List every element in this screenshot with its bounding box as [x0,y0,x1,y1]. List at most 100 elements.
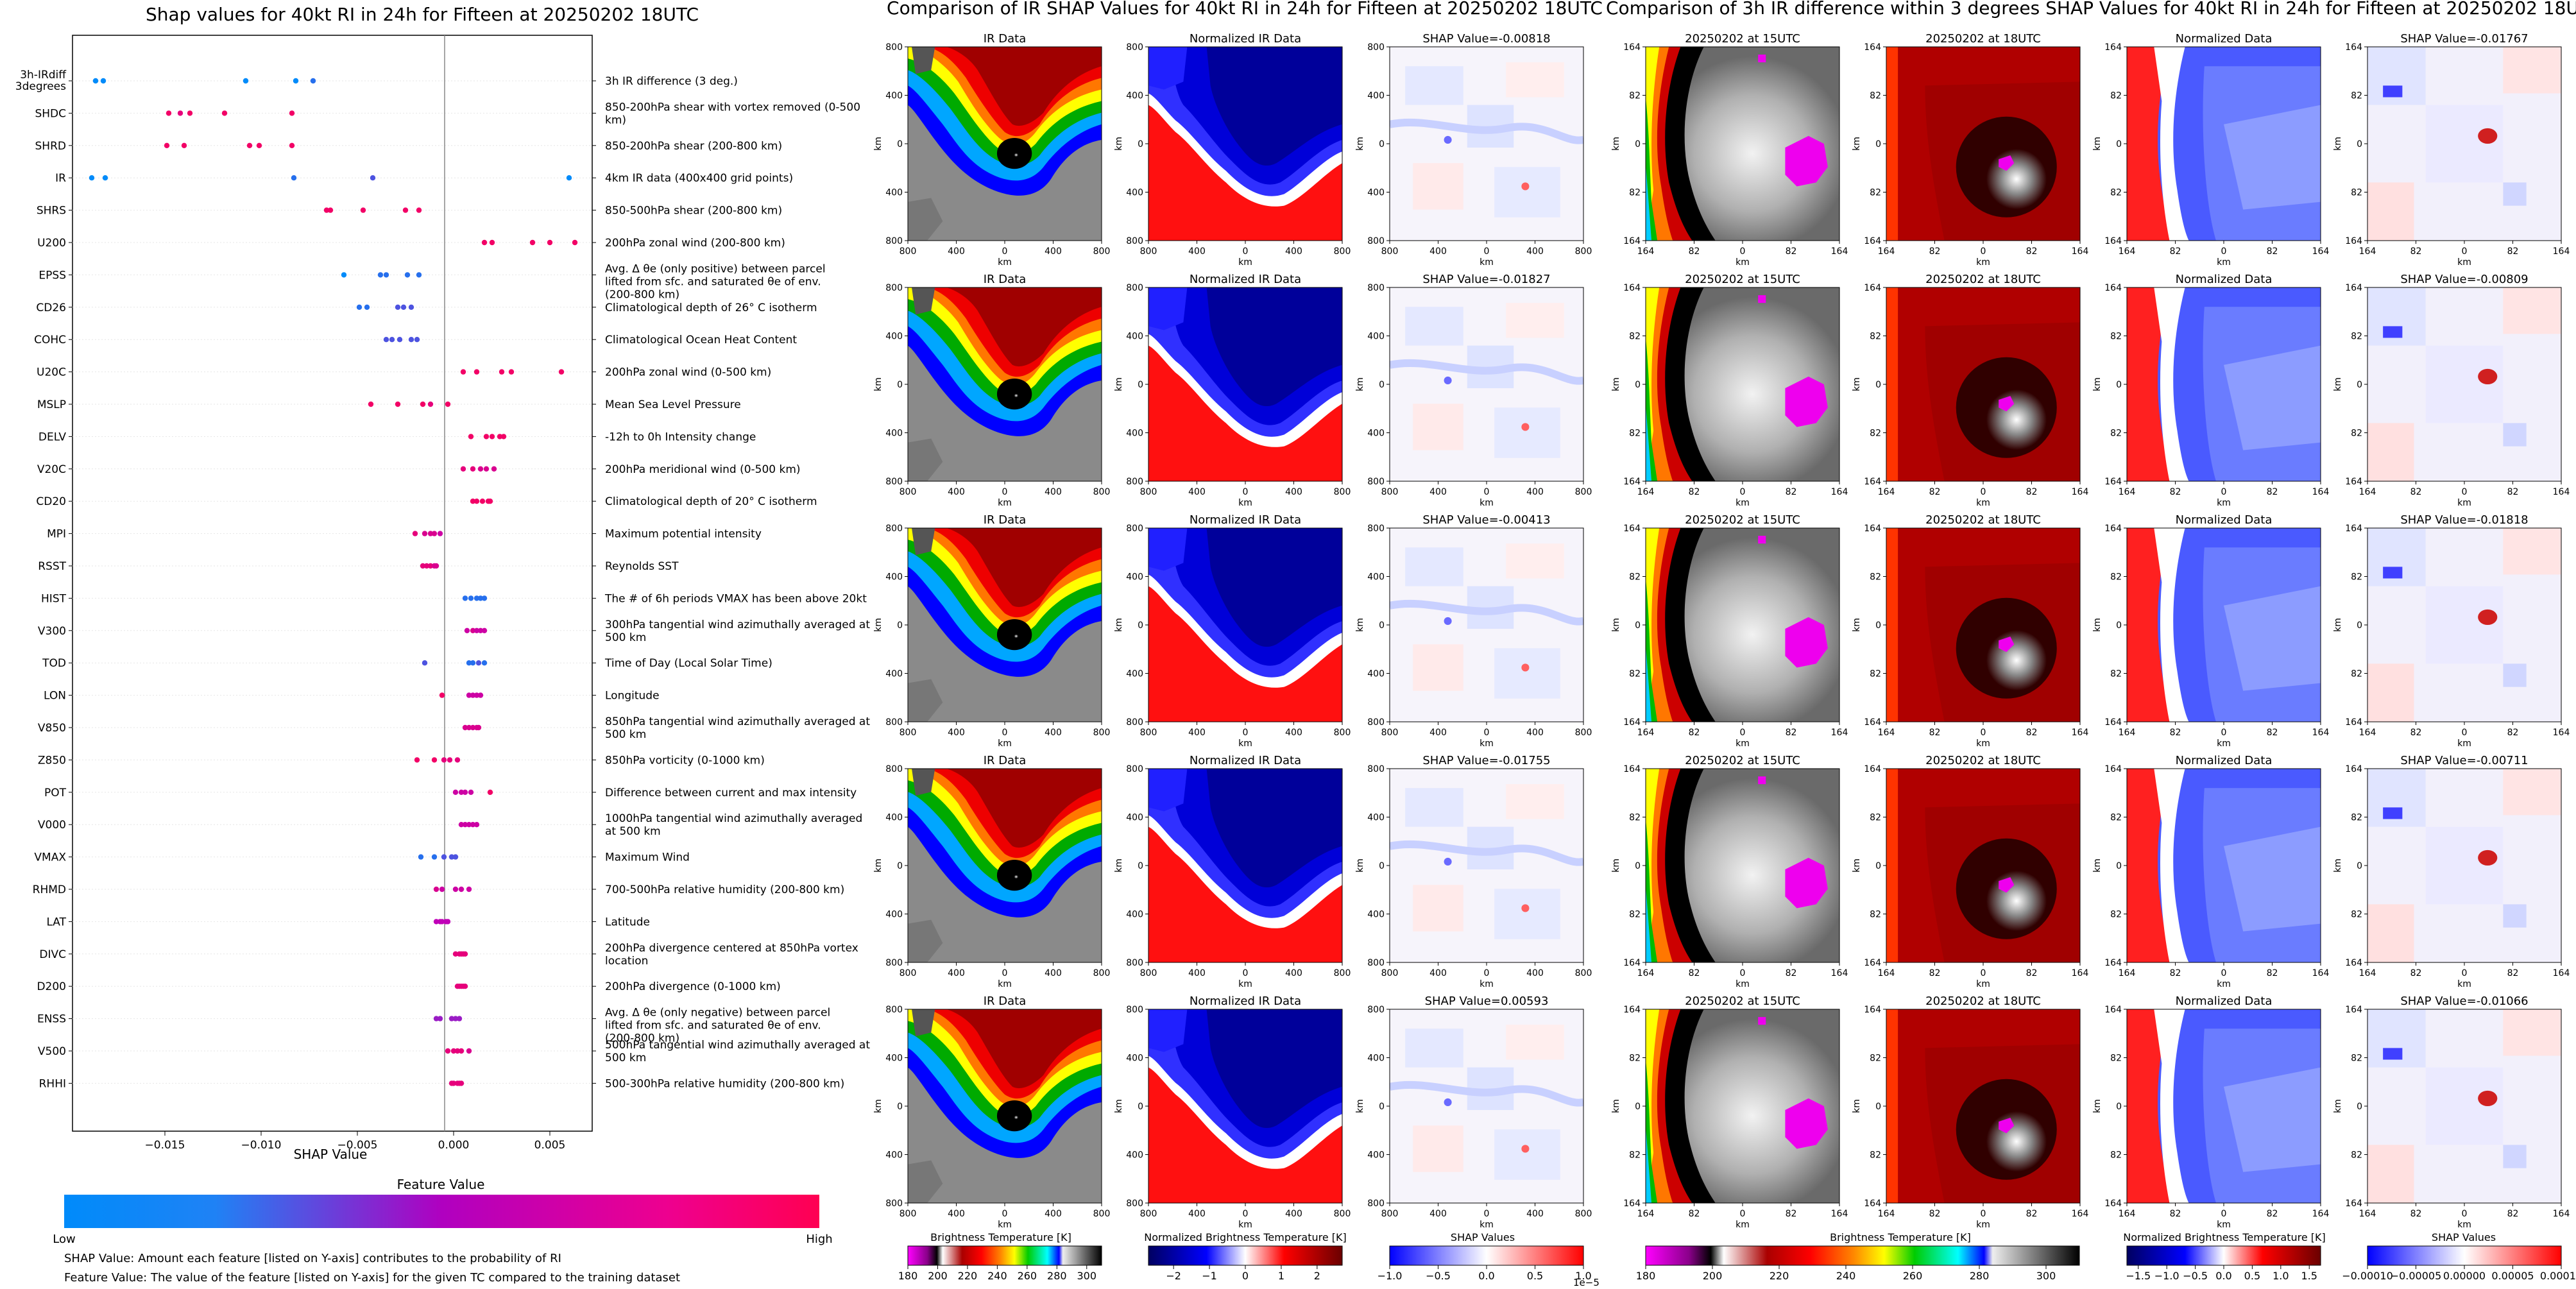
x-tick-label: 164 [1831,487,1848,497]
beeswarm-point [468,434,474,440]
y-axis-label: km [1852,137,1862,151]
panel-title: Normalized IR Data [1190,273,1301,286]
x-tick-label: 82 [2267,728,2278,738]
x-tick-label: 800 [1140,246,1157,257]
y-axis-label: km [1611,618,1621,632]
beeswarm-point [402,207,409,213]
beeswarm-point [427,531,434,536]
beeswarm-point [447,757,453,763]
ir-cb1 [907,1245,1102,1266]
x-tick-label: 400 [1429,728,1447,738]
beeswarm-point [466,886,472,892]
colorbar-tick-label: 1.0 [1575,1270,1591,1282]
x-axis-label: km [2457,979,2471,989]
x-tick-label: 0 [1243,246,1249,257]
y-tick-label: 82 [2351,572,2362,583]
ir-shap-panel: Comparison of IR SHAP Values for 40kt RI… [873,0,1603,1288]
y-tick-label: 82 [1629,91,1641,101]
feature-description: 200hPa meridional wind (0-500 km) [605,463,801,476]
beeswarm-point [462,984,468,989]
beeswarm-point [452,1016,459,1021]
x-tick-label: 0 [1740,246,1746,257]
beeswarm-point [427,563,434,569]
beeswarm-point [431,854,438,860]
y-axis-label: km [1114,1099,1124,1113]
feature-description: 1000hPa tangential wind azimuthally aver… [605,812,862,838]
beeswarm-point [368,401,374,407]
beeswarm-point [473,595,480,601]
feature-description: The # of 6h periods VMAX has been above … [604,592,867,605]
beeswarm-point [289,110,295,116]
x-axis-label: km [2457,738,2471,749]
y-tick-label: 164 [1864,958,1881,968]
beeswarm-point [468,789,474,796]
beeswarm-point [466,660,472,666]
y-tick-label: 0 [1138,380,1143,390]
colorbar-tick-label: 300 [2036,1270,2056,1282]
x-tick-label: 800 [1140,968,1157,978]
x-tick-label: 164 [2312,728,2330,738]
x-tick-label: 164 [1878,487,1895,497]
beeswarm-point [572,239,578,246]
colorbar-tick-label: 220 [958,1270,978,1282]
feature-description: Maximum Wind [605,851,690,864]
x-tick-label: 82 [1689,246,1700,257]
x-tick-label: 164 [2119,968,2136,978]
feature-label: MSLP [37,398,66,411]
y-axis-label: km [2333,377,2343,391]
x-tick-label: 82 [1929,246,1941,257]
x-tick-label: 0 [2221,487,2227,497]
x-tick-label: 82 [2026,728,2038,738]
panel-title: 20250202 at 18UTC [1925,513,2041,527]
panel-title: IR Data [984,513,1027,527]
y-tick-label: 164 [1623,236,1641,246]
beeswarm-point [481,627,488,633]
colorbar-tick-label: 260 [1018,1270,1037,1282]
y-tick-label: 164 [1623,42,1641,53]
panel-title: IR Data [984,754,1027,767]
colorbar-tick-label: 240 [987,1270,1007,1282]
y-tick-label: 400 [1367,91,1385,101]
x-tick-label: 800 [1575,728,1592,738]
y-axis-label: km [1611,377,1621,391]
y-tick-label: 82 [1629,429,1641,439]
x-tick-label: 400 [1188,1209,1206,1219]
y-tick-label: 0 [1379,380,1385,390]
y-tick-label: 0 [1875,861,1881,871]
x-axis-label: km [1238,257,1252,268]
y-tick-label: 0 [1635,139,1641,149]
beeswarm-point [483,434,490,440]
beeswarm-point [448,1016,455,1021]
x-tick-label: 800 [1334,487,1351,497]
beeswarm-point [439,692,445,698]
y-tick-label: 400 [885,910,903,920]
x-tick-label: 0 [1002,1209,1008,1219]
ir-cb3-exp: 1e−5 [1573,1277,1599,1288]
beeswarm-point [462,789,468,796]
feature-description: Difference between current and max inten… [605,787,857,799]
colorbar-tick-label: 280 [1970,1270,1990,1282]
x-tick-label: 82 [1929,487,1941,497]
x-tick-label: 800 [900,1209,917,1219]
y-tick-label: 164 [2345,524,2362,534]
x-tick-label: 0 [2462,728,2468,738]
beeswarm-point [356,304,363,310]
beeswarm-point [456,1016,463,1021]
beeswarm-point [164,142,170,148]
beeswarm-point [416,272,422,278]
beeswarm-point [431,757,438,763]
x-tick-label: 164 [1831,968,1848,978]
feature-description: Time of Day (Local Solar Time) [604,657,772,670]
beeswarm-point [408,337,414,343]
x-tick-label: 400 [1285,968,1302,978]
feature-label: V20C [37,463,66,476]
x-ticks: −0.015 −0.010 −0.005 0.000 0.005 [145,1131,565,1152]
beeswarm-point [479,499,486,504]
